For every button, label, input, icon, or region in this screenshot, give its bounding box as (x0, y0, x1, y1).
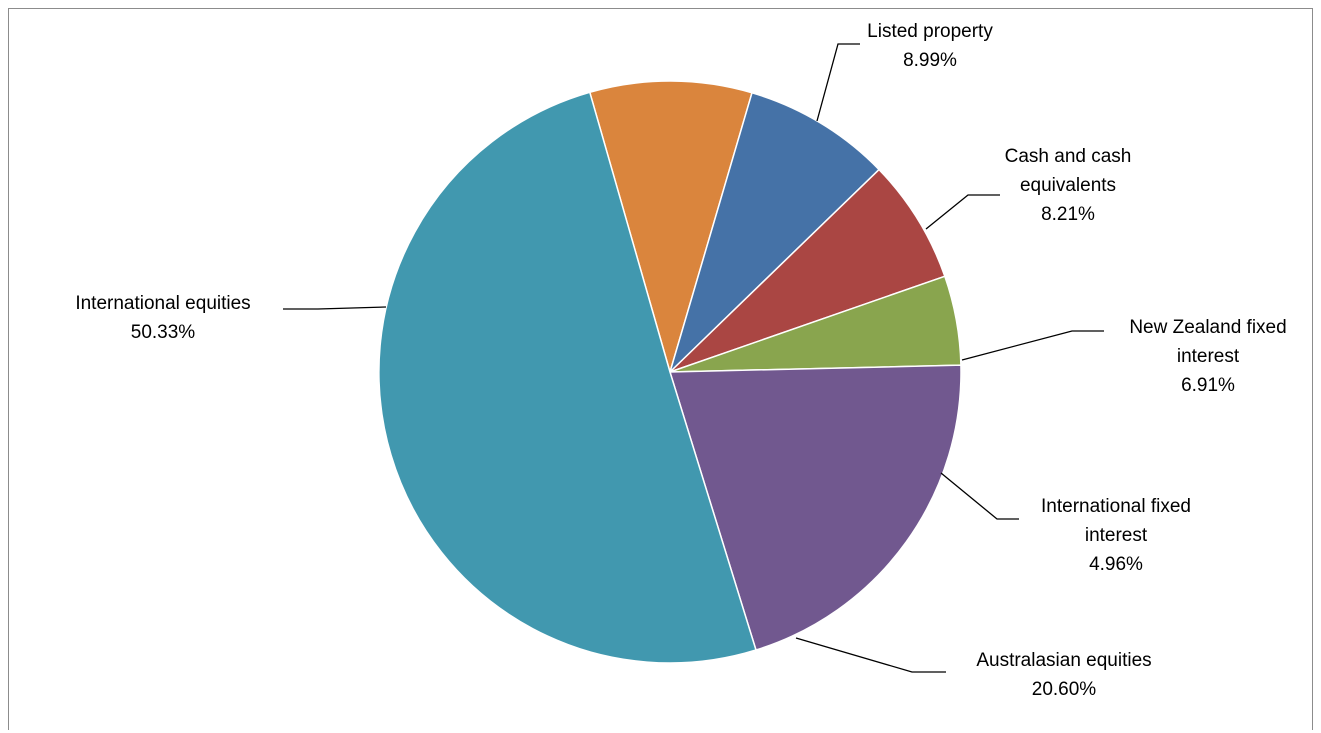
data-label-cash-and-cash-equivalents: Cash and cash equivalents 8.21% (1005, 146, 1132, 225)
data-label-name: interest (1177, 346, 1240, 367)
data-label-listed-property: Listed property 8.99% (867, 21, 993, 71)
slice-cash-and-cash-equivalents (668, 91, 881, 375)
slice-australasian-equities (668, 364, 962, 651)
data-label-value: 6.91% (1181, 375, 1235, 396)
data-label-value: 8.21% (1041, 204, 1095, 225)
leader-line-listed-property (816, 43, 860, 122)
leader-line-australasian-equities (795, 637, 946, 673)
data-label-name: equivalents (1020, 175, 1116, 196)
leader-line-new-zealand-fixed-interest (961, 330, 1104, 361)
data-label-name: New Zealand fixed (1129, 317, 1286, 338)
data-label-value: 8.99% (903, 50, 957, 71)
slice-new-zealand-fixed-interest (669, 168, 946, 373)
data-label-name: Listed property (867, 21, 993, 42)
chart-area (8, 8, 1313, 730)
leader-line-international-equities (283, 306, 387, 310)
slice-listed-property (588, 80, 753, 375)
data-label-name: International fixed (1041, 496, 1191, 517)
pie-slices (378, 80, 962, 664)
data-label-value: 4.96% (1089, 554, 1143, 575)
data-label-value: 20.60% (1032, 679, 1097, 700)
data-label-name: Cash and cash (1005, 146, 1132, 167)
data-label-value: 50.33% (131, 322, 196, 343)
leader-line-international-fixed-interest (940, 472, 1019, 520)
leader-line-cash-and-cash-equivalents (925, 194, 1000, 230)
data-label-new-zealand-fixed-interest: New Zealand fixed interest 6.91% (1129, 317, 1286, 396)
leader-lines (283, 43, 1104, 673)
data-label-international-fixed-interest: International fixed interest 4.96% (1041, 496, 1191, 575)
data-label-name: Australasian equities (976, 650, 1151, 671)
data-label-australasian-equities: Australasian equities 20.60% (976, 650, 1151, 700)
data-label-name: International equities (75, 293, 250, 314)
slice-international-equities (378, 91, 757, 664)
data-label-international-equities: International equities 50.33% (75, 293, 250, 343)
data-labels: Listed property 8.99% Cash and cash equival… (75, 21, 1286, 700)
data-label-name: interest (1085, 525, 1148, 546)
